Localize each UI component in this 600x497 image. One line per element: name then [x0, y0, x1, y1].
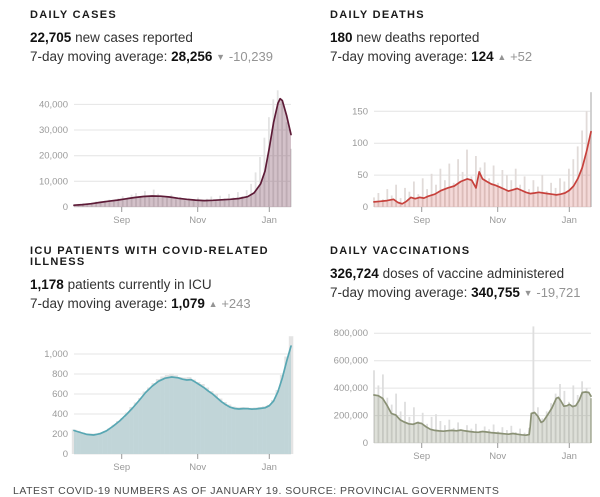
change-value: +243	[221, 296, 251, 311]
average-stat: 7-day moving average: 28,256 ▼ -10,239	[30, 47, 295, 67]
svg-text:150: 150	[352, 106, 368, 117]
avg-area	[74, 346, 291, 454]
svg-text:40,000: 40,000	[39, 99, 68, 110]
svg-text:400: 400	[52, 409, 68, 420]
avg-label: 7-day moving average:	[330, 49, 468, 64]
svg-text:50: 50	[357, 170, 368, 181]
stat-label: new deaths reported	[356, 30, 480, 45]
svg-text:200: 200	[52, 429, 68, 440]
svg-text:0: 0	[363, 202, 368, 213]
svg-text:Nov: Nov	[489, 215, 506, 226]
panel-daily-vaccinations: DAILY VACCINATIONS 326,724 doses of vacc…	[330, 246, 595, 477]
trend-down-icon: ▼	[216, 52, 226, 62]
avg-line	[373, 130, 592, 205]
svg-text:600,000: 600,000	[334, 356, 368, 367]
avg-line	[373, 391, 592, 437]
svg-text:200,000: 200,000	[334, 411, 368, 422]
panel-title-icu-patients: ICU PATIENTS WITH COVID-RELATED ILLNESS	[30, 245, 269, 268]
panel-title-daily-vaccinations: DAILY VACCINATIONS	[330, 245, 471, 257]
avg-area	[74, 98, 291, 207]
svg-text:Nov: Nov	[189, 215, 206, 226]
daily-bars	[71, 336, 294, 454]
panel-title-daily-cases: DAILY CASES	[30, 9, 118, 21]
svg-text:Sep: Sep	[113, 215, 130, 226]
avg-label: 7-day moving average:	[330, 285, 468, 300]
stat-value: 180	[330, 30, 353, 45]
stat-label: doses of vaccine administered	[382, 266, 565, 281]
svg-text:800,000: 800,000	[334, 328, 368, 339]
source-note: LATEST COVID-19 NUMBERS AS OF JANUARY 19…	[13, 485, 500, 497]
panel-title-daily-deaths: DAILY DEATHS	[330, 9, 425, 21]
svg-text:800: 800	[52, 369, 68, 380]
average-stat: 7-day moving average: 1,079 ▲ +243	[30, 294, 295, 314]
average-stat: 7-day moving average: 340,755 ▼ -19,721	[330, 283, 595, 303]
headline-stat: 326,724 doses of vaccine administered	[330, 264, 595, 283]
svg-text:100: 100	[352, 138, 368, 149]
trend-up-icon: ▲	[208, 299, 218, 309]
change-value: -10,239	[228, 49, 273, 64]
trend-up-icon: ▲	[497, 52, 507, 62]
panel-daily-deaths: DAILY DEATHS 180 new deaths reported 7-d…	[330, 10, 595, 230]
headline-stat: 22,705 new cases reported	[30, 28, 295, 47]
avg-label: 7-day moving average:	[30, 296, 168, 311]
panel-icu-patients: ICU PATIENTS WITH COVID-RELATED ILLNESS …	[30, 246, 295, 477]
x-axis: Sep Nov Jan	[113, 207, 277, 226]
icu-patients-chart: 0 200 400 600 800 1,000 Sep Nov Jan	[44, 336, 294, 473]
svg-text:1,000: 1,000	[44, 349, 68, 360]
avg-value: 1,079	[171, 296, 205, 311]
avg-line	[73, 97, 292, 207]
svg-text:Sep: Sep	[413, 215, 430, 226]
stat-label: patients currently in ICU	[67, 277, 212, 292]
svg-text:Nov: Nov	[489, 451, 506, 462]
trend-down-icon: ▼	[523, 288, 533, 298]
svg-text:Jan: Jan	[562, 451, 577, 462]
svg-text:10,000: 10,000	[39, 176, 68, 187]
headline-stat: 1,178 patients currently in ICU	[30, 275, 295, 294]
avg-area	[374, 392, 591, 443]
daily-cases-chart: 0 10,000 20,000 30,000 40,000 Sep Nov Jan	[39, 90, 292, 226]
stat-value: 22,705	[30, 30, 72, 45]
average-stat: 7-day moving average: 124 ▲ +52	[330, 47, 595, 67]
change-value: -19,721	[536, 285, 581, 300]
svg-text:30,000: 30,000	[39, 125, 68, 136]
avg-line	[73, 345, 292, 436]
stat-label: new cases reported	[75, 30, 193, 45]
svg-text:400,000: 400,000	[334, 383, 368, 394]
headline-stat: 180 new deaths reported	[330, 28, 595, 47]
svg-text:Jan: Jan	[262, 215, 277, 226]
daily-vaccinations-chart: 0 200,000 400,000 600,000 800,000 Sep Nov Jan	[334, 326, 592, 462]
x-axis: Sep Nov Jan	[113, 454, 277, 473]
stat-value: 1,178	[30, 277, 64, 292]
panels-grid: DAILY CASES 22,705 new cases reported 7-…	[30, 10, 592, 477]
svg-text:600: 600	[52, 389, 68, 400]
daily-bars	[73, 90, 292, 207]
svg-text:Sep: Sep	[413, 451, 430, 462]
svg-text:0: 0	[63, 202, 68, 213]
change-value: +52	[510, 49, 533, 64]
avg-value: 28,256	[171, 49, 213, 64]
svg-text:Nov: Nov	[189, 462, 206, 473]
svg-text:Sep: Sep	[113, 462, 130, 473]
svg-text:0: 0	[63, 449, 68, 460]
svg-text:Jan: Jan	[262, 462, 277, 473]
panel-daily-cases: DAILY CASES 22,705 new cases reported 7-…	[30, 10, 295, 230]
stat-value: 326,724	[330, 266, 379, 281]
svg-text:20,000: 20,000	[39, 151, 68, 162]
avg-label: 7-day moving average:	[30, 49, 168, 64]
avg-value: 124	[471, 49, 494, 64]
x-axis: Sep Nov Jan	[413, 443, 577, 462]
daily-deaths-chart: 0 50 100 150 Sep Nov Jan	[352, 92, 592, 226]
svg-text:Jan: Jan	[562, 215, 577, 226]
avg-value: 340,755	[471, 285, 520, 300]
avg-area	[374, 131, 591, 207]
x-axis: Sep Nov Jan	[413, 207, 577, 226]
svg-text:0: 0	[363, 438, 368, 449]
